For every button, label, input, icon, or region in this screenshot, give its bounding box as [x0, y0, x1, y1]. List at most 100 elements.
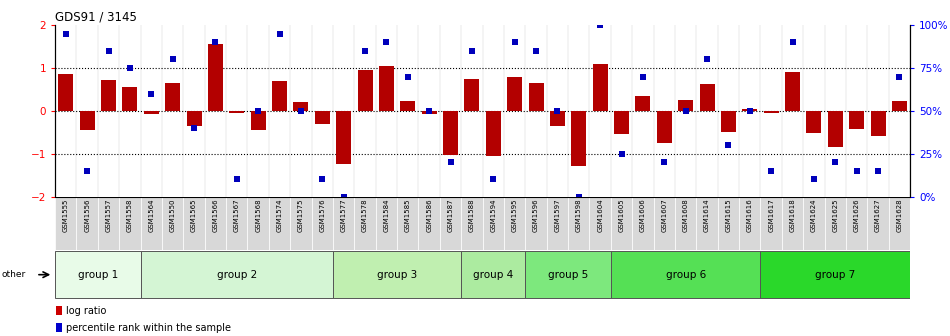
Text: GSM1575: GSM1575	[298, 199, 304, 232]
Bar	[418, 197, 440, 250]
Point	[379, 40, 394, 45]
Text: GSM1627: GSM1627	[875, 199, 881, 232]
Text: group 4: group 4	[473, 270, 513, 280]
Bar	[654, 197, 674, 250]
Text: GSM1550: GSM1550	[170, 199, 176, 232]
Text: GSM1574: GSM1574	[276, 199, 282, 232]
Point	[528, 48, 543, 54]
Bar	[333, 197, 354, 250]
Point	[357, 48, 372, 54]
Bar	[333, 251, 462, 298]
Text: GSM1558: GSM1558	[127, 199, 133, 232]
Bar	[485, 111, 501, 156]
Bar	[483, 197, 504, 250]
Point	[507, 40, 522, 45]
Bar	[804, 197, 825, 250]
Text: GSM1585: GSM1585	[405, 199, 410, 232]
Text: GSM1576: GSM1576	[319, 199, 325, 232]
Bar	[291, 197, 312, 250]
Bar	[251, 111, 266, 130]
Text: GSM1587: GSM1587	[447, 199, 453, 232]
Text: GSM1568: GSM1568	[256, 199, 261, 232]
Bar	[101, 80, 116, 111]
Bar	[165, 83, 180, 111]
Text: other: other	[2, 270, 27, 279]
Text: GSM1566: GSM1566	[213, 199, 219, 232]
Bar	[825, 197, 846, 250]
Point	[785, 40, 800, 45]
Text: GSM1616: GSM1616	[747, 199, 752, 233]
Bar	[56, 306, 62, 315]
Point	[870, 168, 885, 173]
Bar	[443, 111, 458, 155]
Point	[400, 74, 415, 79]
Bar	[674, 197, 696, 250]
Text: GSM1608: GSM1608	[683, 199, 689, 233]
Text: GSM1624: GSM1624	[811, 199, 817, 232]
Bar	[440, 197, 462, 250]
Bar	[226, 197, 247, 250]
Bar	[742, 109, 757, 111]
Bar	[696, 197, 718, 250]
Text: GSM1555: GSM1555	[63, 199, 68, 232]
Text: GSM1604: GSM1604	[598, 199, 603, 232]
Text: GSM1625: GSM1625	[832, 199, 838, 232]
Bar	[571, 111, 586, 166]
Point	[807, 177, 822, 182]
Bar	[141, 197, 162, 250]
Bar	[870, 111, 885, 136]
Point	[678, 108, 694, 114]
Bar	[892, 101, 907, 111]
Bar	[56, 323, 62, 332]
Bar	[550, 111, 565, 126]
Text: percentile rank within the sample: percentile rank within the sample	[66, 323, 231, 333]
Point	[314, 177, 330, 182]
Text: GSM1618: GSM1618	[789, 199, 795, 233]
Bar	[312, 197, 333, 250]
Bar	[678, 100, 694, 111]
Bar	[528, 83, 543, 111]
Text: group 6: group 6	[666, 270, 706, 280]
Point	[892, 74, 907, 79]
Bar	[614, 111, 629, 134]
Point	[593, 23, 608, 28]
Bar	[846, 197, 867, 250]
Text: GSM1595: GSM1595	[512, 199, 518, 232]
Point	[485, 177, 501, 182]
Bar	[568, 197, 589, 250]
Bar	[699, 84, 714, 111]
Bar	[183, 197, 205, 250]
Bar	[55, 197, 76, 250]
Bar	[397, 197, 418, 250]
Bar	[141, 251, 333, 298]
Point	[165, 57, 180, 62]
Text: GSM1615: GSM1615	[726, 199, 732, 232]
Bar	[760, 251, 910, 298]
Text: group 7: group 7	[815, 270, 855, 280]
Text: GSM1584: GSM1584	[384, 199, 389, 232]
Bar	[867, 197, 889, 250]
Bar	[354, 197, 376, 250]
Bar	[120, 197, 141, 250]
Bar	[764, 111, 779, 113]
Bar	[504, 197, 525, 250]
Bar	[589, 197, 611, 250]
Text: GSM1565: GSM1565	[191, 199, 197, 232]
Bar	[357, 70, 372, 111]
Bar	[247, 197, 269, 250]
Point	[336, 194, 351, 199]
Bar	[376, 197, 397, 250]
Point	[443, 160, 458, 165]
Point	[143, 91, 159, 96]
Bar	[272, 81, 287, 111]
Text: GSM1617: GSM1617	[769, 199, 774, 233]
Point	[827, 160, 843, 165]
Text: GSM1598: GSM1598	[576, 199, 581, 232]
Text: GSM1556: GSM1556	[85, 199, 90, 232]
Bar	[462, 251, 525, 298]
Bar	[400, 101, 415, 111]
Bar	[208, 44, 223, 111]
Bar	[507, 78, 522, 111]
Bar	[98, 197, 120, 250]
Bar	[633, 197, 654, 250]
